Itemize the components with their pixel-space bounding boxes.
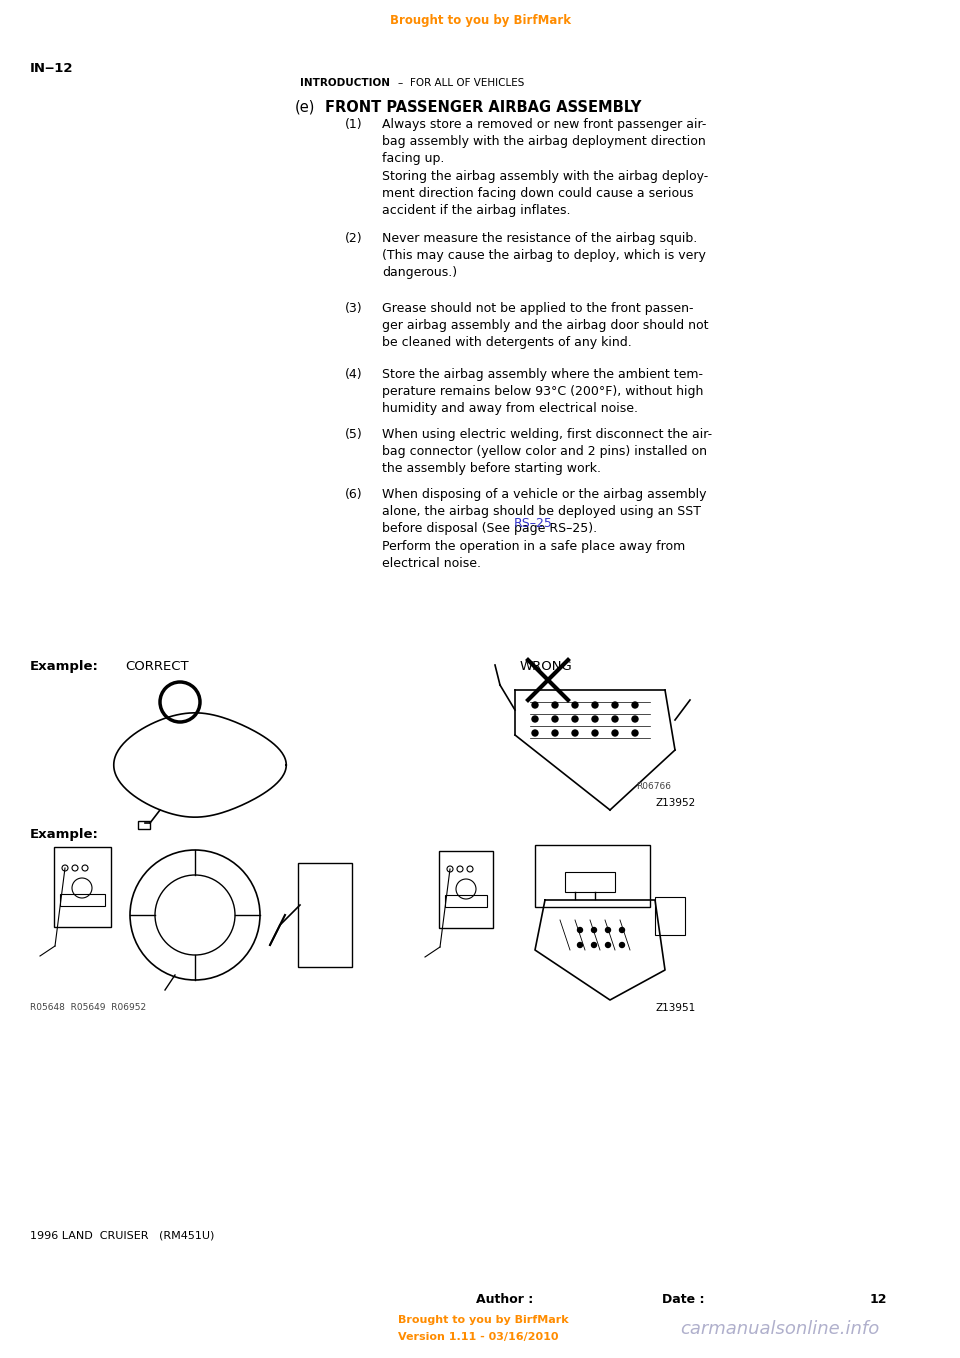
Text: FRONT PASSENGER AIRBAG ASSEMBLY: FRONT PASSENGER AIRBAG ASSEMBLY (325, 100, 641, 115)
Text: Z13952: Z13952 (656, 799, 696, 808)
Text: (4): (4) (345, 368, 363, 382)
Text: carmanualsonline.info: carmanualsonline.info (680, 1320, 879, 1338)
Circle shape (619, 942, 625, 948)
Text: Date :: Date : (662, 1293, 705, 1306)
Circle shape (572, 731, 578, 736)
Text: RS–25: RS–25 (514, 517, 552, 530)
Text: Always store a removed or new front passenger air-
bag assembly with the airbag : Always store a removed or new front pass… (382, 118, 708, 217)
Text: Grease should not be applied to the front passen-
ger airbag assembly and the ai: Grease should not be applied to the fron… (382, 301, 708, 349)
Text: (e): (e) (295, 100, 316, 115)
Text: Example:: Example: (30, 828, 99, 841)
Circle shape (532, 702, 538, 708)
Text: When disposing of a vehicle or the airbag assembly
alone, the airbag should be d: When disposing of a vehicle or the airba… (382, 488, 707, 570)
Circle shape (578, 928, 583, 933)
Circle shape (578, 942, 583, 948)
Circle shape (619, 928, 625, 933)
Text: WRONG: WRONG (520, 660, 573, 674)
Circle shape (592, 716, 598, 722)
Text: R06766: R06766 (636, 782, 671, 790)
Text: CORRECT: CORRECT (125, 660, 188, 674)
Circle shape (606, 942, 611, 948)
Circle shape (572, 702, 578, 708)
Text: Example:: Example: (30, 660, 99, 674)
Bar (445, 895, 487, 907)
Bar (655, 898, 685, 936)
Circle shape (632, 702, 638, 708)
Text: –: – (398, 77, 403, 88)
Circle shape (591, 928, 596, 933)
Text: 1996 LAND  CRUISER   (RM451U): 1996 LAND CRUISER (RM451U) (30, 1230, 214, 1240)
Circle shape (592, 731, 598, 736)
Circle shape (632, 716, 638, 722)
Text: Z13951: Z13951 (655, 1004, 695, 1013)
Circle shape (591, 942, 596, 948)
Circle shape (592, 702, 598, 708)
Circle shape (532, 716, 538, 722)
Text: 12: 12 (870, 1293, 887, 1306)
Text: Brought to you by BirfMark: Brought to you by BirfMark (398, 1315, 568, 1325)
Text: (6): (6) (345, 488, 363, 501)
Text: (3): (3) (345, 301, 363, 315)
Text: FOR ALL OF VEHICLES: FOR ALL OF VEHICLES (410, 77, 524, 88)
Text: IN‒12: IN‒12 (30, 62, 74, 75)
Text: INTRODUCTION: INTRODUCTION (300, 77, 390, 88)
Circle shape (572, 716, 578, 722)
Text: Store the airbag assembly where the ambient tem-
perature remains below 93°C (20: Store the airbag assembly where the ambi… (382, 368, 704, 416)
Text: Brought to you by BirfMark: Brought to you by BirfMark (390, 14, 570, 27)
Circle shape (552, 702, 558, 708)
Circle shape (606, 928, 611, 933)
Circle shape (532, 731, 538, 736)
Circle shape (612, 702, 618, 708)
Bar (565, 872, 615, 892)
Text: Never measure the resistance of the airbag squib.
(This may cause the airbag to : Never measure the resistance of the airb… (382, 232, 706, 280)
Bar (60, 894, 105, 906)
Circle shape (552, 731, 558, 736)
Circle shape (632, 731, 638, 736)
Text: (5): (5) (345, 428, 363, 441)
Circle shape (612, 731, 618, 736)
Circle shape (612, 716, 618, 722)
Bar (535, 845, 650, 907)
Circle shape (552, 716, 558, 722)
Text: (1): (1) (345, 118, 363, 130)
Text: R05648  R05649  R06952: R05648 R05649 R06952 (30, 1004, 146, 1012)
Text: Version 1.11 - 03/16/2010: Version 1.11 - 03/16/2010 (398, 1332, 559, 1342)
Text: Author :: Author : (476, 1293, 533, 1306)
Bar (138, 822, 150, 828)
Text: When using electric welding, first disconnect the air-
bag connector (yellow col: When using electric welding, first disco… (382, 428, 712, 475)
Text: (2): (2) (345, 232, 363, 244)
